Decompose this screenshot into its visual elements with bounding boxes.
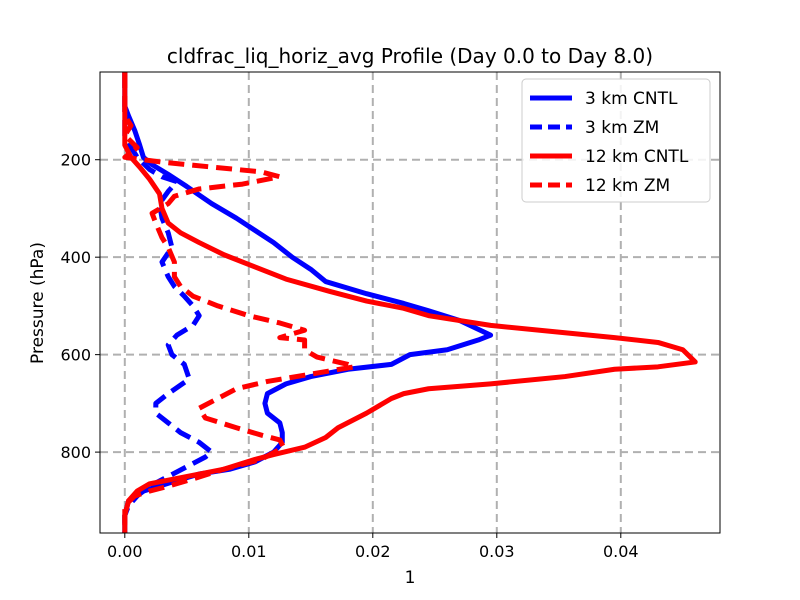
legend-items: 3 km CNTL 3 km ZM 12 km CNTL 12 km ZM bbox=[530, 89, 689, 196]
legend-label: 3 km CNTL bbox=[585, 89, 678, 109]
series-line-3-km-zm bbox=[122, 72, 215, 533]
grid-layer bbox=[100, 72, 720, 533]
x-tick-label: 0.00 bbox=[107, 542, 143, 561]
legend-label: 12 km CNTL bbox=[585, 147, 689, 167]
y-tick-label: 400 bbox=[60, 248, 91, 267]
legend: 3 km CNTL 3 km ZM 12 km CNTL 12 km ZM bbox=[521, 78, 711, 203]
y-tick-label: 200 bbox=[60, 151, 91, 170]
series-layer bbox=[122, 72, 698, 533]
legend-frame bbox=[521, 78, 711, 203]
legend-label: 3 km ZM bbox=[585, 118, 659, 138]
x-tick-label: 0.01 bbox=[231, 542, 267, 561]
y-tick-label: 800 bbox=[60, 443, 91, 462]
legend-label: 12 km ZM bbox=[585, 176, 670, 196]
x-tick-label: 0.03 bbox=[479, 542, 515, 561]
y-axis: 200 400 600 800 bbox=[60, 151, 100, 462]
x-tick-label: 0.02 bbox=[355, 542, 391, 561]
x-axis-label: 1 bbox=[405, 568, 416, 588]
y-axis-label: Pressure (hPa) bbox=[28, 242, 48, 364]
series-line-12-km-cntl bbox=[122, 72, 698, 533]
plot-area bbox=[99, 71, 721, 534]
plot-frame bbox=[99, 71, 721, 534]
y-tick-label: 600 bbox=[60, 346, 91, 365]
chart-title: cldfrac_liq_horiz_avg Profile (Day 0.0 t… bbox=[167, 44, 653, 68]
x-axis: 0.00 0.01 0.02 0.03 0.04 bbox=[107, 533, 639, 561]
series-line-12-km-zm bbox=[122, 72, 357, 533]
x-tick-label: 0.04 bbox=[603, 542, 639, 561]
